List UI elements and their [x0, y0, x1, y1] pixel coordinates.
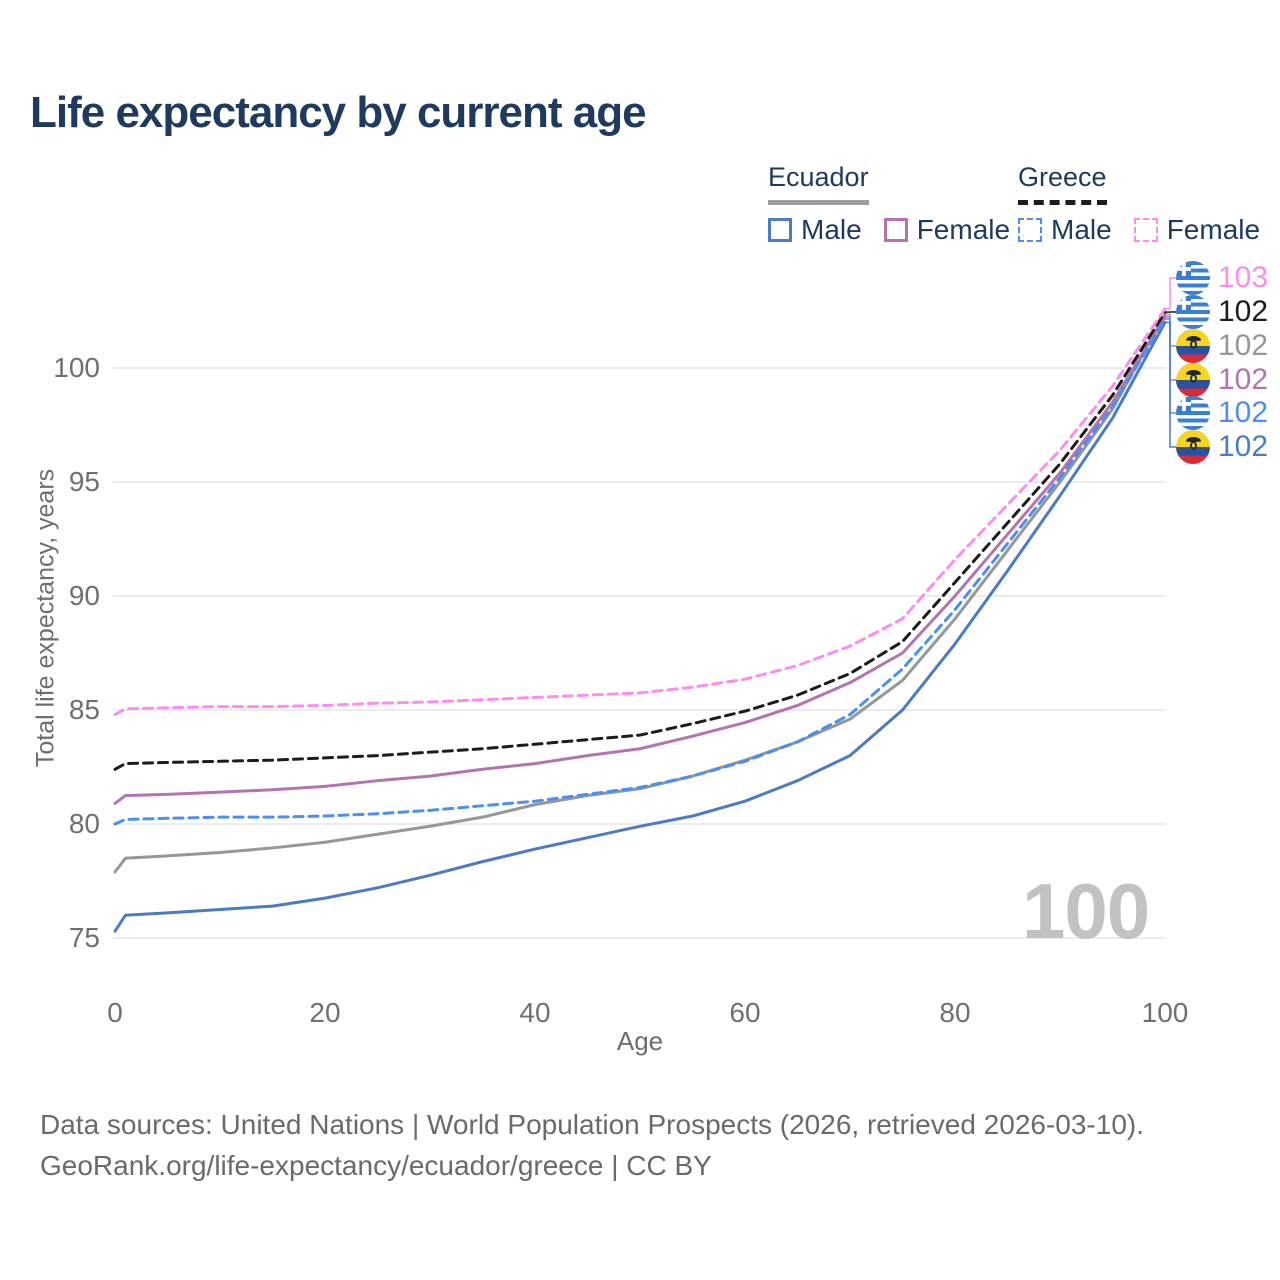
- y-tick-label: 90: [69, 580, 100, 611]
- end-label-greece-total: 102: [1176, 295, 1268, 329]
- footer-attribution: GeoRank.org/life-expectancy/ecuador/gree…: [40, 1150, 712, 1181]
- x-tick-label: 60: [729, 997, 760, 1028]
- legend-item-label: Male: [1051, 214, 1112, 245]
- x-tick-label: 40: [519, 997, 550, 1028]
- greece-flag-icon: [1176, 396, 1210, 430]
- end-label-greece-male: 102: [1176, 396, 1268, 430]
- y-axis-title: Total life expectancy, years: [31, 468, 60, 768]
- ecuador-flag-icon: [1176, 430, 1210, 464]
- legend-group-greece: Greece Male Female: [1018, 162, 1260, 246]
- footer-data-sources: Data sources: United Nations | World Pop…: [40, 1109, 1145, 1140]
- series-line-ecuador_male: [113, 320, 1167, 933]
- x-axis-title: Age: [616, 1026, 664, 1056]
- greece-male-swatch-icon: [1018, 218, 1042, 242]
- series-line-greece_total: [113, 310, 1167, 771]
- series-line-greece_male: [113, 317, 1167, 826]
- end-label-value: 102: [1218, 329, 1269, 362]
- footer: Data sources: United Nations | World Pop…: [40, 1104, 1144, 1186]
- end-label-value: 102: [1218, 363, 1269, 396]
- end-label-greece-female: 103: [1176, 261, 1268, 295]
- x-tick-label: 100: [1142, 997, 1189, 1028]
- y-tick-label: 80: [69, 808, 100, 839]
- legend-item-label: Male: [801, 214, 862, 245]
- greece-flag-icon: [1176, 295, 1210, 329]
- y-tick-label: 85: [69, 694, 100, 725]
- end-label-value: 102: [1218, 430, 1269, 463]
- legend-item-greece-female[interactable]: Female: [1133, 214, 1261, 246]
- ecuador-flag-icon: [1176, 363, 1210, 397]
- x-tick-label: 0: [107, 997, 123, 1028]
- end-label-ecuador-male: 102: [1176, 430, 1268, 464]
- leader-line-ecuador_male: [1165, 321, 1176, 448]
- legend-group-title-greece: Greece: [1018, 162, 1107, 205]
- ecuador-flag-icon: [1176, 329, 1210, 363]
- legend-group-ecuador: Ecuador Male Female: [768, 162, 1010, 246]
- legend-item-label: Female: [1166, 214, 1261, 245]
- x-tick-label: 80: [939, 997, 970, 1028]
- legend-group-title-ecuador: Ecuador: [768, 162, 869, 205]
- chart-watermark: 100: [1022, 867, 1150, 955]
- end-label-value: 102: [1218, 396, 1269, 429]
- legend-item-greece-male[interactable]: Male: [1018, 214, 1112, 246]
- legend-item-label: Female: [916, 214, 1011, 245]
- y-tick-label: 100: [53, 352, 100, 383]
- legend-item-ecuador-male[interactable]: Male: [768, 214, 862, 246]
- series-line-ecuador_female: [113, 315, 1167, 805]
- ecuador-male-swatch-icon: [768, 218, 792, 242]
- end-label-value: 103: [1218, 261, 1269, 294]
- legend-item-ecuador-female[interactable]: Female: [883, 214, 1011, 246]
- end-label-value: 102: [1218, 295, 1269, 328]
- end-label-ecuador-female: 102: [1176, 363, 1268, 397]
- ecuador-female-swatch-icon: [883, 218, 908, 242]
- y-tick-label: 75: [69, 922, 100, 953]
- y-tick-label: 95: [69, 466, 100, 497]
- series-line-greece_female: [113, 307, 1167, 717]
- leader-line-greece_female: [1165, 277, 1176, 310]
- end-label-ecuador-total: 102: [1176, 329, 1268, 363]
- x-tick-label: 20: [309, 997, 340, 1028]
- greece-flag-icon: [1176, 261, 1210, 295]
- greece-female-swatch-icon: [1133, 218, 1158, 242]
- page-title: Life expectancy by current age: [30, 88, 647, 137]
